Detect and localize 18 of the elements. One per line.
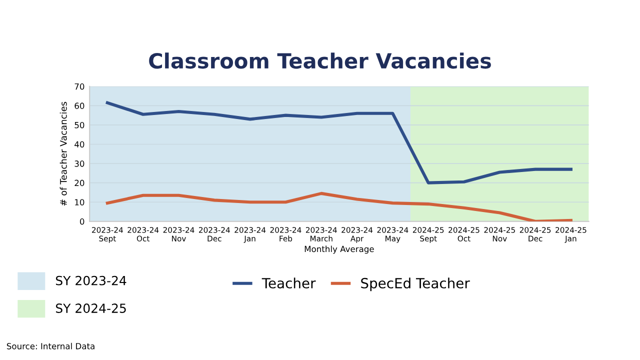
y-tick-label: 0: [80, 218, 84, 225]
y-tick-label: 20: [74, 180, 84, 186]
line-series: [106, 101, 572, 184]
y-tick-label: 70: [74, 83, 84, 90]
line-series: [106, 192, 572, 222]
y-tick-label: 50: [74, 122, 84, 128]
y-tick-label: 40: [74, 141, 84, 148]
chart-title: Classroom Teacher Vacancies: [149, 52, 491, 69]
x-axis-title: Monthly Average: [304, 246, 374, 254]
y-axis-title: # of Teacher Vacancies: [60, 102, 67, 206]
y-tick-label: 10: [75, 199, 84, 206]
y-tick-label: 60: [74, 102, 84, 109]
legend-label: SY 2023-24: [56, 276, 126, 286]
legend-label: SY 2024-25: [56, 304, 126, 313]
y-tick-label: 30: [74, 160, 84, 167]
source-note: Source: Internal Data: [6, 342, 94, 350]
legend-label: SpecEd Teacher: [361, 278, 470, 292]
legend-label: Teacher: [262, 278, 316, 288]
